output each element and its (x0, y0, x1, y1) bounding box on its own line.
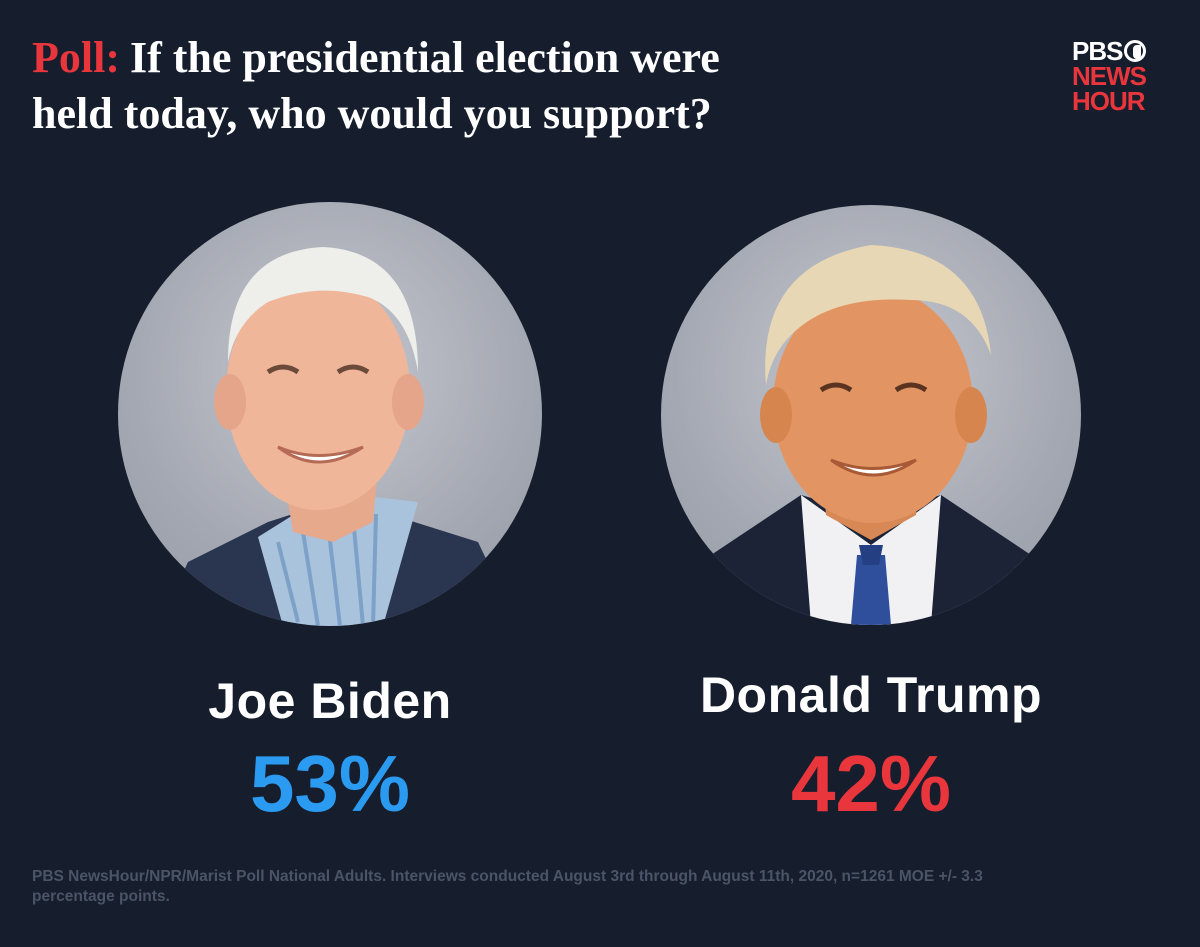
question-line-2: held today, who would you support? (32, 89, 712, 138)
logo-news: NEWS (1072, 61, 1147, 91)
logo-hour: HOUR (1072, 86, 1146, 116)
pbs-newshour-logo: PBS NEWS HOUR (1072, 38, 1172, 114)
pbs-head-icon (1124, 40, 1147, 62)
biden-photo-illustration (158, 247, 518, 626)
trump-portrait (661, 205, 1081, 625)
biden-portrait (118, 202, 542, 626)
candidate-name-trump: Donald Trump (699, 667, 1043, 723)
source-note: PBS NewsHour/NPR/Marist Poll National Ad… (32, 868, 983, 905)
candidate-percent-biden: 53% (249, 739, 411, 828)
poll-kicker: Poll: (32, 33, 120, 82)
question-line-1: If the presidential election were (129, 33, 720, 82)
headline: Poll: If the presidential election were h… (32, 30, 932, 142)
logo-pbs: PBS (1072, 36, 1123, 66)
trump-photo-illustration (691, 245, 1056, 625)
candidate-name-biden: Joe Biden (208, 673, 452, 729)
candidate-percent-trump: 42% (790, 739, 952, 828)
